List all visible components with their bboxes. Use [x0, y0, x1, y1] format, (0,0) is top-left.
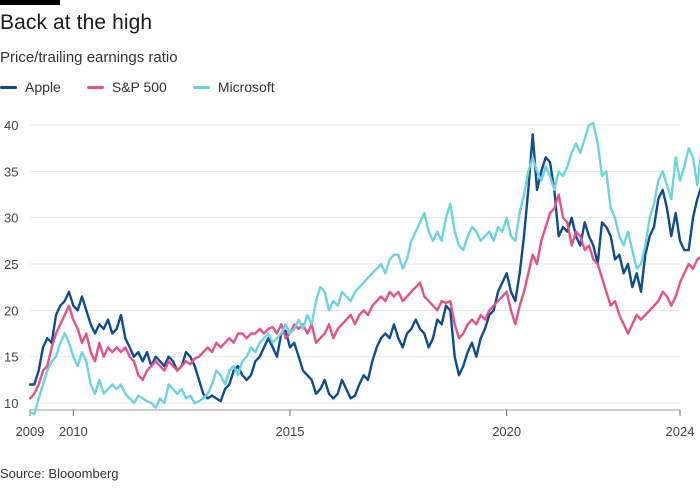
y-tick-label-25: 25	[4, 257, 18, 272]
legend-item-apple: Apple	[0, 79, 61, 95]
legend-swatch-microsoft	[192, 85, 210, 89]
chart-subtitle: Price/trailing earnings ratio	[0, 49, 178, 66]
y-tick-label-35: 35	[4, 164, 18, 179]
y-tick-label-30: 30	[4, 211, 18, 226]
x-tick-label-2015: 2015	[276, 424, 305, 439]
legend-swatch-s-p-500	[86, 85, 104, 89]
legend-swatch-apple	[0, 85, 17, 89]
x-tick-label-2024: 2024	[666, 424, 695, 439]
brand-bar	[0, 0, 60, 5]
legend-item-microsoft: Microsoft	[192, 79, 275, 95]
series-line-microsoft	[28, 121, 700, 416]
series-line-s-p-500	[28, 193, 700, 400]
legend-label-s-p-500: S&P 500	[111, 79, 167, 95]
x-tick-label-2020: 2020	[492, 424, 521, 439]
x-tick-label-2010: 2010	[59, 424, 88, 439]
legend-label-microsoft: Microsoft	[217, 79, 275, 95]
legend: Apple S&P 500 Microsoft	[0, 79, 301, 95]
y-tick-label-15: 15	[4, 350, 18, 365]
source-note: Source: Blooomberg	[0, 466, 119, 481]
y-tick-label-40: 40	[4, 118, 18, 133]
series-line-apple	[28, 133, 700, 403]
x-tick-label-2009: 2009	[16, 424, 45, 439]
chart-title: Back at the high	[0, 11, 153, 34]
legend-label-apple: Apple	[25, 79, 61, 95]
legend-item-s-p-500: S&P 500	[86, 79, 167, 95]
y-tick-label-20: 20	[4, 303, 18, 318]
y-tick-label-10: 10	[4, 396, 18, 411]
